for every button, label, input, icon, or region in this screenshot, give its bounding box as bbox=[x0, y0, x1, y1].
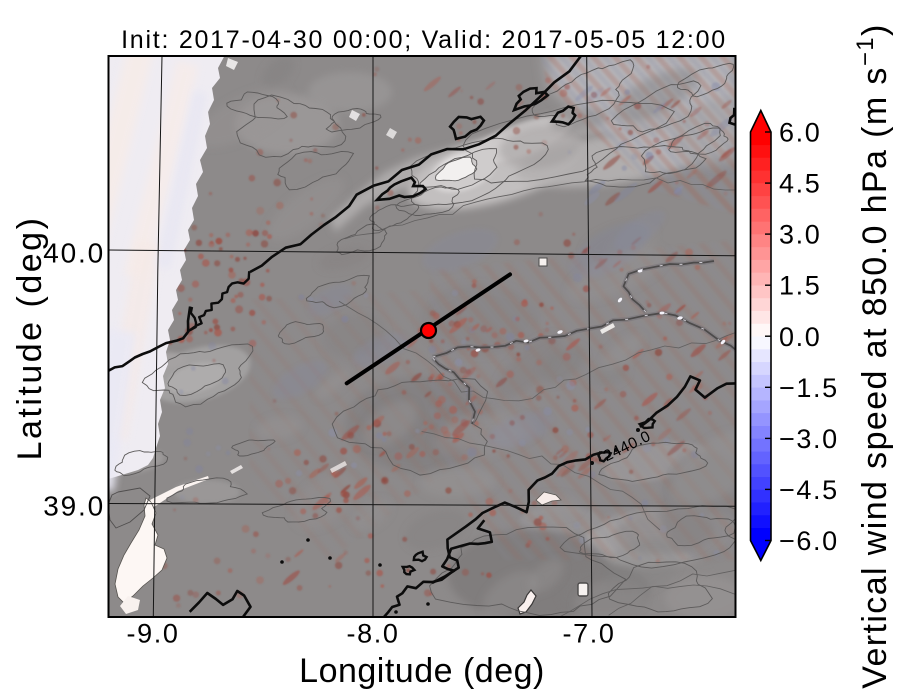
svg-text:-7.0: -7.0 bbox=[563, 619, 616, 649]
svg-text:4.5: 4.5 bbox=[779, 169, 821, 199]
svg-text:−3.0: −3.0 bbox=[779, 424, 839, 454]
svg-text:Longitude (deg): Longitude (deg) bbox=[299, 652, 545, 690]
svg-text:0.0: 0.0 bbox=[779, 322, 821, 352]
svg-text:−6.0: −6.0 bbox=[779, 526, 839, 556]
svg-text:1.5: 1.5 bbox=[779, 271, 821, 301]
svg-text:6.0: 6.0 bbox=[779, 118, 821, 148]
svg-text:40.0: 40.0 bbox=[43, 238, 105, 269]
svg-text:−4.5: −4.5 bbox=[779, 475, 839, 505]
svg-text:-8.0: -8.0 bbox=[347, 619, 400, 649]
svg-text:-9.0: -9.0 bbox=[127, 619, 180, 649]
svg-text:3.0: 3.0 bbox=[779, 220, 821, 250]
svg-text:−1.5: −1.5 bbox=[779, 373, 839, 403]
svg-text:Vertical wind speed at 850.0 h: Vertical wind speed at 850.0 hPa (m s−1) bbox=[852, 23, 894, 688]
svg-text:Latitude (deg): Latitude (deg) bbox=[11, 216, 49, 461]
svg-text:39.0: 39.0 bbox=[43, 491, 105, 522]
svg-text:Init: 2017-04-30 00:00; Valid:: Init: 2017-04-30 00:00; Valid: 2017-05-0… bbox=[121, 26, 727, 54]
